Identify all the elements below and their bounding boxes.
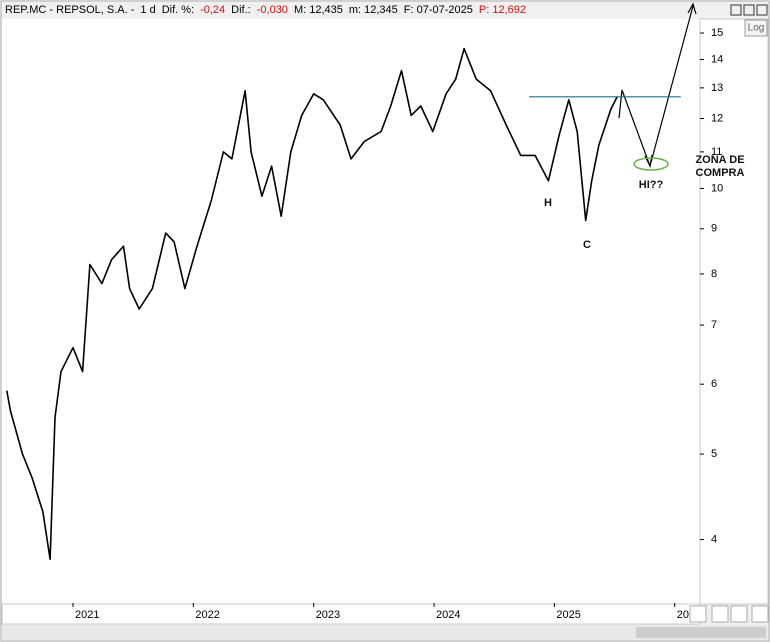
- toolbar: [2, 605, 769, 640]
- y-tick-label: 10: [711, 182, 723, 194]
- y-tick-label: 7: [711, 319, 717, 331]
- header-field: -0,030: [257, 4, 288, 16]
- pin-button[interactable]: [730, 605, 748, 623]
- log-button[interactable]: [744, 19, 768, 37]
- projection: [618, 2, 697, 171]
- buy-zone: [633, 157, 669, 171]
- header-field: REP.MC - REPSOL, S.A. -: [5, 4, 135, 16]
- header-field: m: 12,345: [349, 4, 398, 16]
- header-field: 1 d: [140, 4, 155, 16]
- scroll-button[interactable]: [751, 605, 769, 623]
- price-axis: [699, 18, 769, 605]
- annotation: C: [583, 239, 591, 251]
- window-buttons: [730, 4, 768, 16]
- x-tick-label: 2022: [195, 609, 219, 621]
- y-tick-label: 9: [711, 223, 717, 235]
- y-tick-label: 15: [711, 27, 723, 39]
- scroll-thumb[interactable]: [636, 627, 766, 638]
- x-tick-label: 20: [677, 609, 689, 621]
- projection-path: [618, 5, 694, 168]
- y-tick-label: 4: [711, 533, 717, 545]
- scrollbar[interactable]: [2, 625, 768, 640]
- header-field: M: 12,435: [294, 4, 343, 16]
- x-tick-label: 2025: [556, 609, 580, 621]
- annotation: ZONA DE: [695, 154, 744, 166]
- x-tick-label: 2024: [436, 609, 460, 621]
- header-field: F: 07-07-2025: [404, 4, 473, 16]
- header-field: P: 12,692: [479, 4, 526, 16]
- log-label[interactable]: Log: [748, 23, 765, 34]
- x-tick-label: 2021: [75, 609, 99, 621]
- y-tick-label: 13: [711, 82, 723, 94]
- annotation: HI??: [639, 179, 664, 191]
- y-tick-label: 11: [711, 146, 722, 158]
- annotation: H: [544, 197, 552, 209]
- zoom-button[interactable]: [689, 605, 707, 623]
- y-tick-label: 5: [711, 448, 717, 460]
- plot-area: [2, 19, 700, 604]
- minimize-button[interactable]: [730, 4, 742, 16]
- header-field: Dif.:: [231, 4, 251, 16]
- header-field: -0,24: [200, 4, 225, 16]
- time-axis: [1, 603, 701, 625]
- maximize-button[interactable]: [743, 4, 755, 16]
- y-tick-label: 14: [711, 53, 723, 65]
- x-tick-label: 2023: [316, 609, 340, 621]
- y-tick-label: 8: [711, 268, 717, 280]
- annotation: COMPRA: [696, 167, 745, 179]
- hold-button[interactable]: [711, 605, 729, 623]
- y-tick-label: 6: [711, 378, 717, 390]
- close-button[interactable]: [756, 4, 768, 16]
- arrowhead: [687, 2, 697, 15]
- y-tick-label: 12: [711, 112, 723, 124]
- header-field: Dif. %:: [162, 4, 194, 16]
- price-line: [6, 47, 618, 560]
